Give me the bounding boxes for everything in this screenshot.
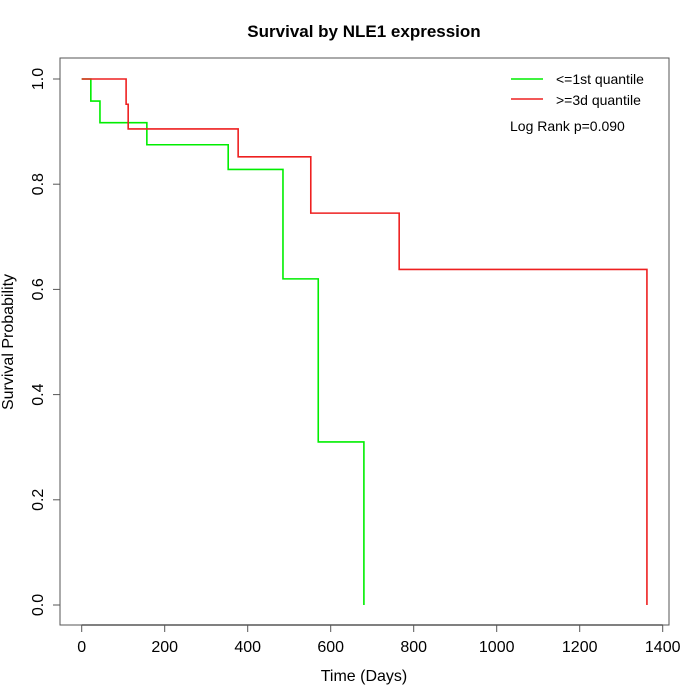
- x-tick-label: 1400: [645, 639, 681, 656]
- x-tick-label: 1200: [562, 639, 598, 656]
- x-axis: 0 200 400 600 800 1000 1200 1400: [77, 624, 681, 656]
- y-axis: 0.0 0.2 0.4 0.6 0.8 1.0: [30, 68, 61, 616]
- log-rank-annotation: Log Rank p=0.090: [510, 118, 625, 134]
- y-tick-label: 0.0: [30, 594, 47, 616]
- chart-title: Survival by NLE1 expression: [247, 22, 480, 41]
- survival-curve-low: [81, 78, 365, 605]
- series-group: [81, 78, 648, 605]
- x-axis-title: Time (Days): [321, 668, 408, 685]
- y-tick-label: 0.4: [30, 383, 47, 405]
- y-axis-title: Survival Probability: [0, 274, 17, 410]
- x-tick-label: 0: [77, 639, 86, 656]
- x-tick-label: 200: [151, 639, 178, 656]
- y-tick-label: 1.0: [30, 68, 47, 90]
- legend-label-high: >=3d quantile: [556, 92, 641, 108]
- x-tick-label: 800: [400, 639, 427, 656]
- x-tick-label: 1000: [479, 639, 515, 656]
- y-tick-label: 0.8: [30, 173, 47, 195]
- survival-curve-high: [81, 78, 648, 605]
- x-tick-label: 600: [317, 639, 344, 656]
- y-tick-label: 0.2: [30, 489, 47, 511]
- y-tick-label: 0.6: [30, 278, 47, 300]
- legend-label-low: <=1st quantile: [556, 71, 644, 87]
- legend: <=1st quantile >=3d quantile: [511, 71, 644, 108]
- x-tick-label: 400: [234, 639, 261, 656]
